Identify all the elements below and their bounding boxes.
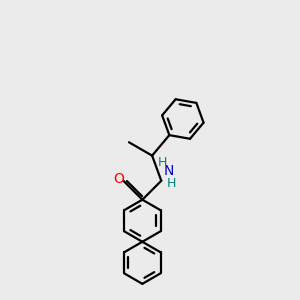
Text: H: H — [167, 177, 176, 190]
Text: H: H — [158, 156, 167, 169]
Text: N: N — [163, 164, 174, 178]
Text: O: O — [113, 172, 124, 186]
